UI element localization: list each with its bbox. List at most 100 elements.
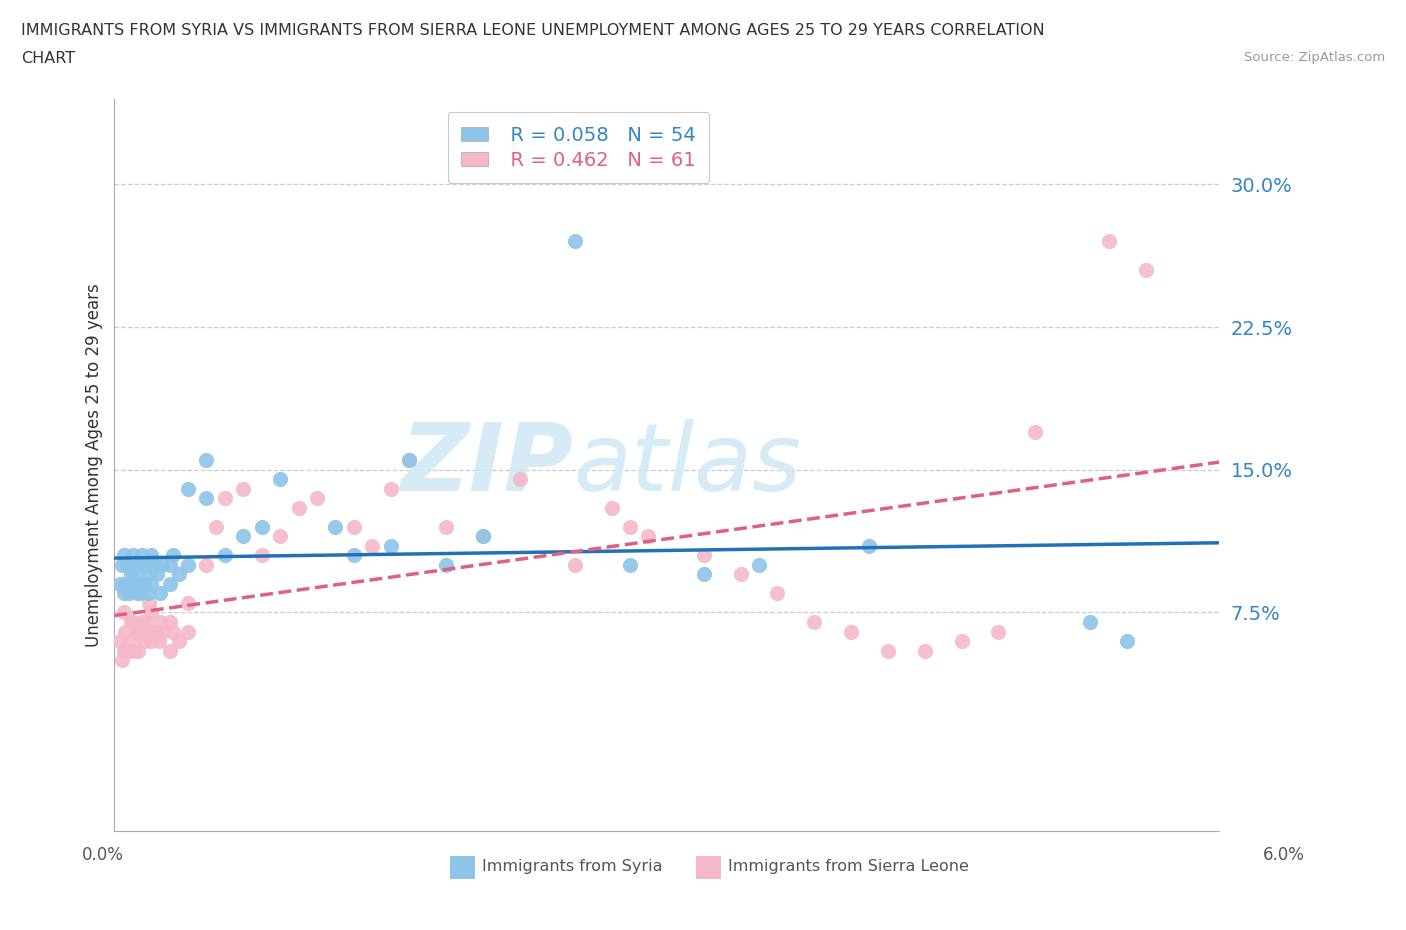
Point	[150, 557, 173, 572]
Text: Source: ZipAtlas.com: Source: ZipAtlas.com	[1244, 51, 1385, 64]
Point	[1080, 615, 1102, 630]
Point	[167, 567, 190, 582]
Point	[150, 624, 173, 639]
Point	[121, 615, 143, 630]
Point	[129, 557, 152, 572]
Point	[380, 482, 402, 497]
Point	[159, 577, 181, 591]
Point	[693, 548, 716, 563]
Point	[131, 615, 153, 630]
Point	[471, 529, 494, 544]
Point	[269, 472, 291, 486]
Point	[121, 643, 143, 658]
Point	[748, 557, 770, 572]
Point	[129, 624, 152, 639]
Text: 6.0%: 6.0%	[1263, 846, 1305, 864]
Text: Immigrants from Syria: Immigrants from Syria	[482, 859, 662, 874]
Point	[127, 577, 149, 591]
Point	[195, 557, 218, 572]
Point	[149, 615, 172, 630]
Point	[145, 567, 167, 582]
Point	[398, 453, 420, 468]
Point	[250, 548, 273, 563]
Point	[232, 529, 254, 544]
Point	[766, 586, 789, 601]
Point	[269, 529, 291, 544]
Point	[159, 557, 181, 572]
Point	[361, 538, 384, 553]
Point	[141, 577, 163, 591]
Legend:   R = 0.058   N = 54,   R = 0.462   N = 61: R = 0.058 N = 54, R = 0.462 N = 61	[447, 113, 710, 183]
Point	[1024, 424, 1046, 439]
Point	[325, 519, 347, 534]
Text: 0.0%: 0.0%	[82, 846, 124, 864]
Point	[149, 586, 172, 601]
Point	[839, 624, 862, 639]
Text: IMMIGRANTS FROM SYRIA VS IMMIGRANTS FROM SIERRA LEONE UNEMPLOYMENT AMONG AGES 25: IMMIGRANTS FROM SYRIA VS IMMIGRANTS FROM…	[21, 23, 1045, 38]
Point	[112, 586, 135, 601]
Point	[509, 472, 531, 486]
Point	[159, 615, 181, 630]
Point	[143, 624, 166, 639]
Point	[343, 548, 366, 563]
Point	[143, 557, 166, 572]
Point	[121, 548, 143, 563]
Point	[162, 548, 184, 563]
Point	[112, 643, 135, 658]
Text: CHART: CHART	[21, 51, 75, 66]
Point	[127, 643, 149, 658]
Point	[434, 519, 457, 534]
Point	[305, 491, 328, 506]
Point	[117, 557, 139, 572]
Point	[138, 595, 160, 610]
Point	[162, 624, 184, 639]
Point	[619, 557, 641, 572]
Point	[398, 453, 420, 468]
Point	[914, 643, 936, 658]
Point	[112, 548, 135, 563]
Point	[1116, 633, 1139, 648]
Point	[120, 615, 142, 630]
Point	[141, 633, 163, 648]
Point	[136, 624, 159, 639]
Point	[114, 624, 136, 639]
Point	[564, 557, 586, 572]
Point	[118, 557, 141, 572]
Point	[141, 548, 163, 563]
Point	[148, 633, 170, 648]
Point	[132, 577, 155, 591]
Point	[136, 586, 159, 601]
Point	[118, 633, 141, 648]
Point	[195, 491, 218, 506]
Point	[380, 538, 402, 553]
Point	[131, 577, 153, 591]
Point	[803, 615, 825, 630]
Point	[141, 605, 163, 620]
Point	[114, 577, 136, 591]
Text: Immigrants from Sierra Leone: Immigrants from Sierra Leone	[728, 859, 969, 874]
Point	[214, 548, 236, 563]
Point	[250, 519, 273, 534]
Point	[108, 577, 131, 591]
Point	[108, 633, 131, 648]
Point	[858, 538, 880, 553]
Point	[950, 633, 973, 648]
Point	[129, 586, 152, 601]
Point	[730, 567, 752, 582]
Point	[124, 567, 146, 582]
Point	[204, 519, 226, 534]
Point	[564, 234, 586, 249]
Point	[600, 500, 623, 515]
Point	[135, 615, 157, 630]
Point	[117, 643, 139, 658]
Point	[619, 519, 641, 534]
Point	[120, 567, 142, 582]
Point	[214, 491, 236, 506]
Text: atlas: atlas	[574, 419, 801, 511]
Point	[987, 624, 1010, 639]
Point	[693, 567, 716, 582]
Point	[177, 624, 200, 639]
Point	[177, 557, 200, 572]
Point	[1098, 234, 1121, 249]
Point	[121, 577, 143, 591]
